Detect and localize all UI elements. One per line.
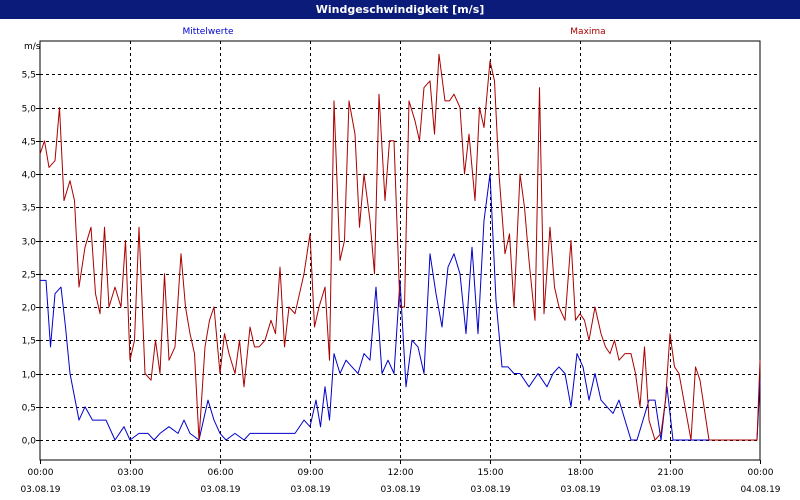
y-tick-label: 3,0 — [22, 238, 37, 248]
y-tick-label: 1,5 — [22, 337, 36, 347]
y-axis-unit-label: m/s — [24, 42, 41, 52]
x-tick-labels: 00:00 03.08.19 03:00 03.08.19 06:00 03.08.19 0… — [20, 468, 780, 495]
legend-maxima: Maxima — [570, 27, 605, 37]
series-lines — [39, 53, 761, 441]
x-tick-time-label: 00:00 — [748, 468, 774, 478]
y-tick-label: 1,0 — [22, 371, 37, 381]
x-tick-date-label: 03.08.19 — [110, 485, 150, 495]
y-tick-label: 2,0 — [22, 304, 37, 314]
y-tick-label: 0,5 — [22, 404, 36, 414]
x-tick-date-label: 03.08.19 — [470, 485, 510, 495]
x-tick-date-label: 03.08.19 — [380, 485, 420, 495]
y-tick-label: 4,0 — [22, 171, 37, 181]
y-tick-label: 2,5 — [22, 271, 36, 281]
x-tick-date-label: 03.08.19 — [20, 485, 60, 495]
x-tick-time-label: 03:00 — [118, 468, 144, 478]
legend-mittelwerte: Mittelwerte — [182, 27, 233, 37]
x-tick-time-label: 09:00 — [298, 468, 324, 478]
y-tick-label: 3,5 — [22, 204, 36, 214]
x-tick-time-label: 15:00 — [478, 468, 504, 478]
x-tick-date-label: 04.08.19 — [740, 485, 780, 495]
axes — [36, 40, 761, 464]
x-tick-time-label: 18:00 — [568, 468, 594, 478]
y-tick-label: 5,0 — [22, 105, 37, 115]
window-title: Windgeschwindigkeit [m/s] — [0, 0, 800, 19]
x-tick-time-label: 12:00 — [388, 468, 414, 478]
x-tick-date-label: 03.08.19 — [290, 485, 330, 495]
grid-lines — [40, 41, 760, 460]
x-tick-date-label: 03.08.19 — [560, 485, 600, 495]
x-tick-time-label: 06:00 — [208, 468, 234, 478]
x-tick-time-label: 21:00 — [658, 468, 684, 478]
x-tick-date-label: 03.08.19 — [650, 485, 690, 495]
series-line-mittelwerte — [40, 173, 761, 441]
x-tick-time-label: 00:00 — [28, 468, 54, 478]
y-tick-labels: 0,0 0,5 1,0 1,5 2,0 2,5 3,0 3,5 4,0 4,5 5,0 5,5 — [22, 71, 37, 447]
x-tick-date-label: 03.08.19 — [200, 485, 240, 495]
y-tick-label: 4,5 — [22, 138, 36, 148]
series-line-maxima — [39, 53, 761, 441]
y-tick-label: 0,0 — [22, 437, 37, 447]
y-tick-label: 5,5 — [22, 71, 36, 81]
wind-speed-chart: 0,0 0,5 1,0 1,5 2,0 2,5 3,0 3,5 4,0 4,5 5,0 5,5 00:… — [20, 27, 780, 495]
